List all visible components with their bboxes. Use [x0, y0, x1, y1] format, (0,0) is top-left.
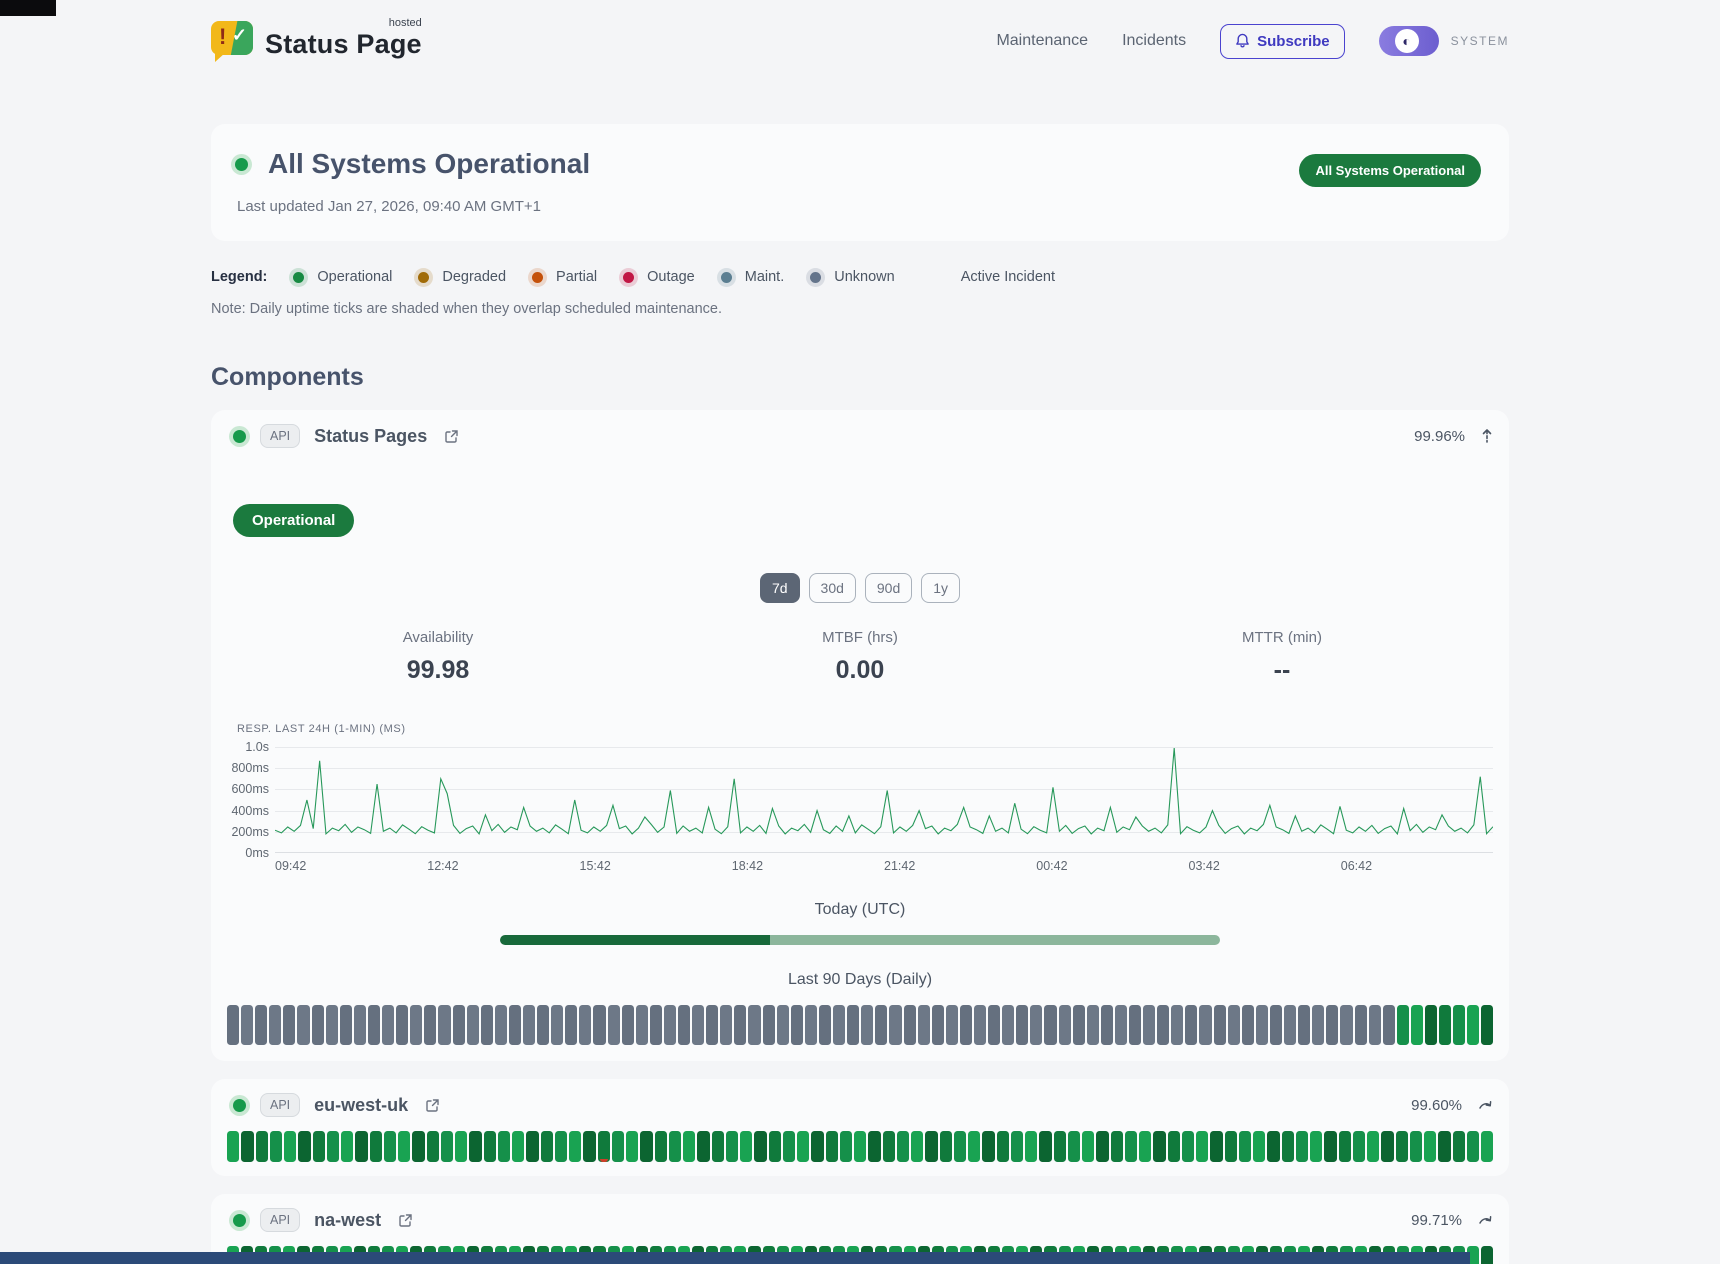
- maint-dot: [720, 271, 732, 283]
- today-progress-fill: [500, 935, 770, 945]
- component-status-dot: [233, 1213, 246, 1227]
- legend-item-partial: Partial: [532, 269, 597, 285]
- chart-plot-area: [275, 747, 1493, 853]
- theme-mode-label: SYSTEM: [1450, 34, 1509, 48]
- today-utc-label: Today (UTC): [814, 901, 906, 918]
- expand-arrow-icon[interactable]: [1478, 1099, 1493, 1111]
- operational-dot: [293, 271, 305, 283]
- legend-item-operational: Operational: [293, 269, 392, 285]
- expand-arrow-icon[interactable]: [1478, 1214, 1493, 1226]
- component-status-dot: [233, 1098, 246, 1112]
- chart-x-axis: 09:42 12:42 15:42 18:42 21:42 00:42 03:42 06:42: [275, 859, 1373, 873]
- overall-status-title: All Systems Operational: [268, 148, 591, 179]
- chart-y-axis: 1.0s 800ms 600ms 400ms 200ms 0ms: [231, 740, 269, 860]
- brand-name: Status Page: [265, 29, 422, 59]
- response-time-chart: RESP. LAST 24H (1-MIN) (MS) 1.0s 800ms 600…: [227, 723, 1493, 877]
- subscribe-button[interactable]: Subscribe: [1220, 23, 1345, 59]
- component-uptime: 99.71%: [1411, 1211, 1462, 1229]
- external-link-icon[interactable]: [443, 428, 460, 445]
- legend-item-degraded: Degraded: [418, 269, 506, 285]
- components-heading: Components: [211, 363, 364, 391]
- legend-item-maint: Maint.: [720, 269, 784, 285]
- collapse-arrow-icon[interactable]: [1481, 428, 1493, 445]
- chart-title: RESP. LAST 24H (1-MIN) (MS): [237, 723, 406, 735]
- component-status-badge: Operational: [233, 504, 355, 537]
- component-uptime: 99.96%: [1414, 427, 1465, 445]
- nav-incidents[interactable]: Incidents: [1122, 32, 1187, 49]
- range-selector: 7d 30d 90d 1y: [227, 573, 1493, 603]
- header: ! ✓ Status Page hosted Maintenance Incid…: [211, 0, 1509, 68]
- legend-item-outage: Outage: [623, 269, 695, 285]
- outage-dot: [623, 271, 635, 283]
- stat-mtbf: MTBF (hrs) 0.00: [822, 629, 898, 684]
- stat-mttr: MTTR (min) --: [1242, 629, 1322, 684]
- component-tag: API: [260, 1093, 301, 1117]
- stats-row: Availability 99.98 MTBF (hrs) 0.00 MTTR …: [227, 629, 1493, 685]
- status-page-logo-icon: ! ✓: [211, 21, 255, 62]
- window-corner-artifact: [0, 0, 56, 16]
- legend-item-unknown: Unknown: [810, 269, 895, 285]
- last-updated-text: Last updated Jan 27, 2026, 09:40 AM GMT+…: [237, 198, 541, 215]
- theme-toggle-knob: ◐: [1394, 29, 1419, 53]
- component-card-status-pages: API Status Pages 99.96% Operational 7d 3…: [211, 410, 1509, 1061]
- subscribe-label: Subscribe: [1257, 32, 1330, 50]
- theme-toggle[interactable]: ◐: [1378, 26, 1439, 56]
- legend-active-incident: Active Incident: [960, 269, 1055, 285]
- overall-status-badge: All Systems Operational: [1299, 154, 1481, 187]
- component-name: na-west: [314, 1209, 382, 1230]
- last-90-days-label: Last 90 Days (Daily): [787, 971, 933, 988]
- external-link-icon[interactable]: [424, 1097, 441, 1114]
- stat-availability: Availability 99.98: [402, 629, 474, 684]
- overall-status-dot: [235, 157, 248, 171]
- brand: ! ✓ Status Page hosted: [211, 17, 422, 62]
- range-30d-button[interactable]: 30d: [808, 573, 856, 603]
- unknown-dot: [810, 271, 822, 283]
- range-7d-button[interactable]: 7d: [759, 573, 800, 603]
- bell-icon: [1236, 33, 1249, 48]
- overall-status-card: All Systems Operational Last updated Jan…: [211, 124, 1509, 241]
- nav-maintenance[interactable]: Maintenance: [996, 32, 1089, 49]
- range-1y-button[interactable]: 1y: [921, 573, 961, 603]
- today-progress-bar: [500, 935, 1220, 945]
- component-name: Status Pages: [314, 425, 428, 446]
- component-uptime: 99.60%: [1411, 1096, 1462, 1114]
- uptime-tickbar-status-pages: [227, 1005, 1494, 1045]
- range-90d-button[interactable]: 90d: [864, 573, 913, 603]
- footer-strip: [0, 1252, 1470, 1264]
- partial-dot: [532, 271, 544, 283]
- component-tag: API: [260, 424, 301, 448]
- brand-superscript: hosted: [388, 17, 422, 29]
- degraded-dot: [418, 271, 430, 283]
- external-link-icon[interactable]: [397, 1212, 414, 1229]
- legend: Legend: Operational Degraded Partial Out…: [211, 269, 1509, 285]
- legend-title: Legend:: [211, 269, 268, 285]
- uptime-tickbar-eu-west-uk: [227, 1131, 1494, 1162]
- component-status-dot: [233, 429, 246, 443]
- legend-note: Note: Daily uptime ticks are shaded when…: [211, 301, 723, 317]
- component-tag: API: [260, 1208, 301, 1232]
- main-nav: Maintenance Incidents Subscribe ◐ SYSTEM: [996, 23, 1509, 59]
- component-card-eu-west-uk: API eu-west-uk 99.60%: [211, 1079, 1509, 1176]
- component-name: eu-west-uk: [314, 1094, 409, 1115]
